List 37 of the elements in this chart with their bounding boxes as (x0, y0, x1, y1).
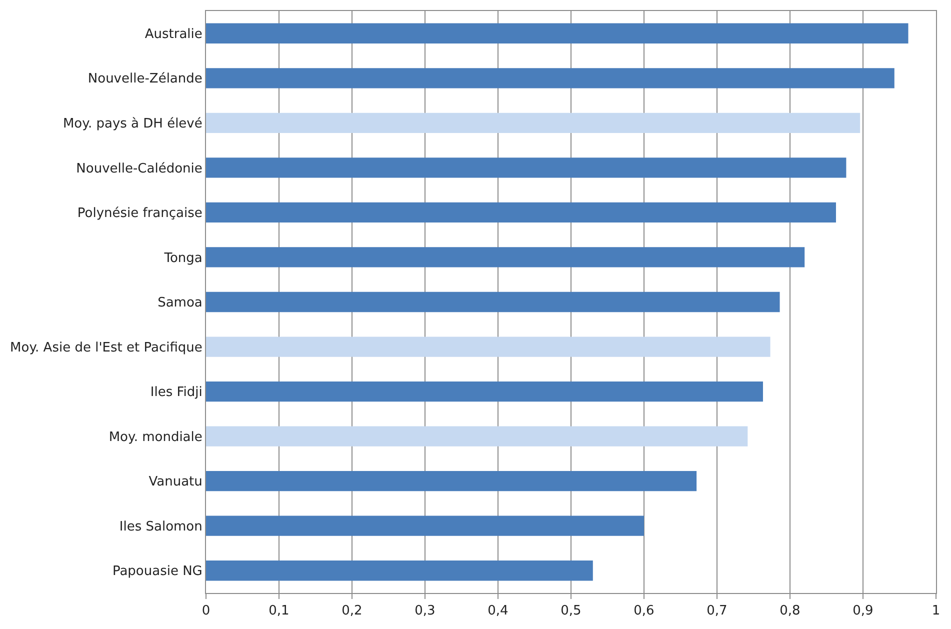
x-tick-label: 0,1 (268, 604, 290, 619)
y-tick-label: Polynésie française (77, 206, 202, 222)
bar (206, 516, 644, 536)
x-tick-label: 0,9 (852, 604, 874, 619)
y-tick-label: Moy. pays à DH élevé (62, 116, 202, 132)
bar (206, 560, 593, 581)
bar (206, 426, 748, 446)
x-tick-label: 0,4 (488, 604, 508, 619)
bar (206, 247, 805, 268)
x-tick-label: 0,8 (780, 604, 800, 619)
y-tick-label: Papouasie NG (112, 564, 202, 580)
y-tick-label: Moy. Asie de l'Est et Pacifique (10, 340, 202, 356)
x-tick-label: 0,7 (706, 604, 728, 619)
y-tick-label: Samoa (158, 296, 202, 311)
bar (206, 68, 894, 88)
bar (206, 336, 770, 357)
bar (206, 23, 908, 44)
bar (206, 112, 860, 133)
bar (206, 292, 780, 312)
x-tick-label: 0 (202, 604, 210, 619)
y-tick-label: Nouvelle-Zélande (88, 72, 202, 87)
bar (206, 381, 763, 402)
bar (206, 471, 697, 492)
y-tick-label: Iles Salomon (119, 519, 202, 534)
x-tick-label: 0,3 (414, 604, 436, 619)
y-tick-label: Vanuatu (148, 474, 202, 490)
x-tick-label: 0,6 (634, 604, 654, 619)
y-tick-label: Nouvelle-Calédonie (76, 161, 202, 176)
x-tick-label: 0,5 (560, 604, 582, 619)
y-tick-label: Iles Fidji (150, 385, 202, 400)
y-tick-label: Australie (144, 26, 202, 42)
x-tick-label: 0,2 (342, 604, 362, 619)
bar (206, 202, 836, 223)
y-tick-label: Tonga (163, 250, 202, 266)
bar (206, 158, 846, 178)
y-tick-label: Moy. mondiale (108, 430, 202, 445)
x-tick-label: 1 (932, 604, 940, 619)
